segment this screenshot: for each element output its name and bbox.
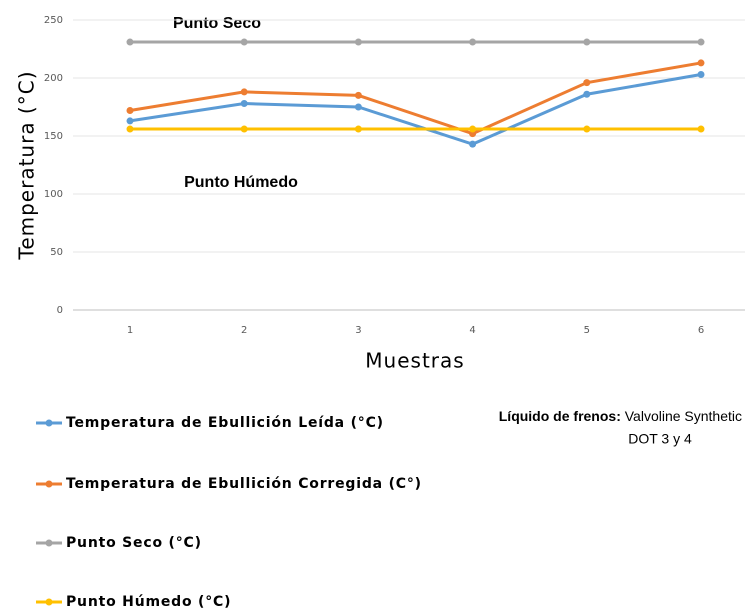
y-axis-title: Temperatura (°C) (15, 70, 39, 260)
data-point (240, 88, 248, 96)
legend-label: Temperatura de Ebullición Corregida (C°) (66, 476, 422, 492)
data-point (126, 38, 134, 46)
data-point (583, 90, 591, 98)
x-tick-label: 1 (127, 325, 133, 336)
legend-marker (45, 598, 53, 606)
note-line: Valvoline Synthetic (625, 408, 742, 424)
legend-marker (45, 539, 53, 547)
x-tick-label: 3 (355, 325, 361, 336)
data-point (240, 125, 248, 133)
legend-label: Punto Húmedo (°C) (66, 594, 231, 609)
data-point (354, 38, 362, 46)
legend-marker (45, 419, 53, 427)
y-tick-label: 0 (57, 305, 63, 316)
data-point (354, 103, 362, 111)
note: Líquido de frenos: Valvoline Synthetic (499, 408, 742, 424)
data-point (126, 125, 134, 133)
note-label: Líquido de frenos: (499, 408, 621, 424)
data-point (354, 125, 362, 133)
data-point (240, 100, 248, 108)
data-point (126, 117, 134, 125)
series-line (129, 61, 702, 136)
x-tick-label: 6 (698, 325, 704, 336)
note-line: DOT 3 y 4 (628, 431, 692, 447)
legend-marker (45, 480, 53, 488)
annotation: Punto Seco (173, 15, 261, 32)
data-point (697, 125, 705, 133)
x-axis-title: Muestras (365, 349, 464, 373)
data-point (583, 125, 591, 133)
y-tick-label: 250 (44, 15, 63, 26)
y-tick-label: 150 (44, 131, 63, 142)
legend-label: Temperatura de Ebullición Leída (°C) (66, 415, 384, 431)
data-point (240, 38, 248, 46)
series-line (129, 73, 702, 146)
x-tick-label: 5 (584, 325, 590, 336)
data-point (469, 125, 477, 133)
y-tick-label: 200 (44, 73, 63, 84)
x-tick-label: 2 (241, 325, 247, 336)
y-tick-label: 100 (44, 189, 63, 200)
data-point (583, 38, 591, 46)
data-point (126, 106, 134, 114)
y-tick-label: 50 (50, 247, 63, 258)
legend-label: Punto Seco (°C) (66, 535, 202, 551)
annotation: Punto Húmedo (184, 174, 298, 191)
x-tick-label: 4 (469, 325, 475, 336)
data-point (583, 79, 591, 87)
data-point (697, 59, 705, 67)
data-point (469, 38, 477, 46)
data-point (354, 91, 362, 99)
data-point (469, 140, 477, 148)
data-point (697, 38, 705, 46)
data-point (697, 71, 705, 79)
